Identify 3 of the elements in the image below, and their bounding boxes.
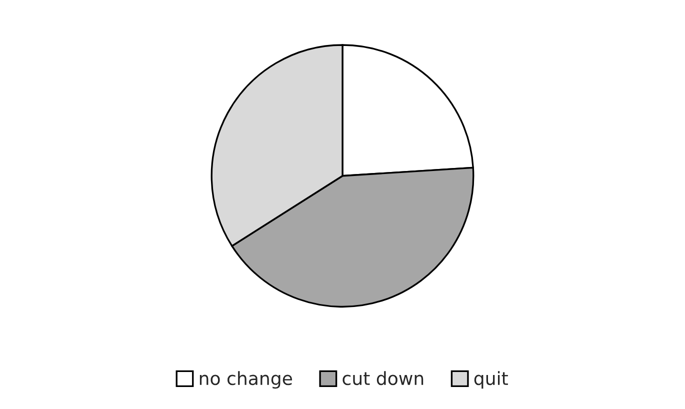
legend-label: cut down	[342, 371, 424, 386]
legend-label: no change	[200, 371, 292, 389]
legend-label: quit	[474, 371, 508, 389]
